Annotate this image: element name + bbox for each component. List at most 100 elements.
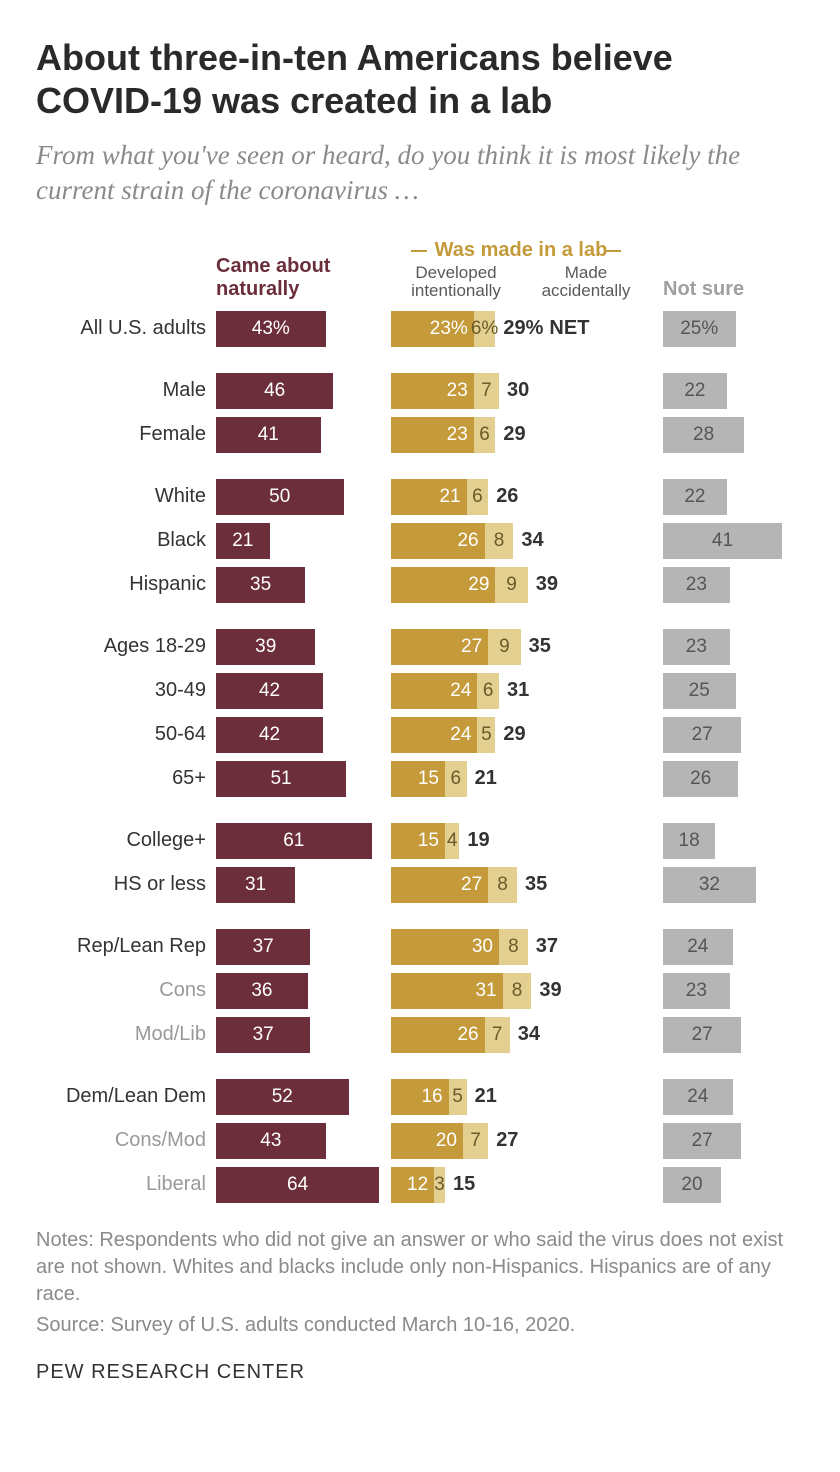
net-value: 39 bbox=[536, 573, 558, 596]
bar-intentional: 15 bbox=[391, 823, 445, 859]
data-row: HS or less312783532 bbox=[36, 863, 804, 907]
bar-intentional: 27 bbox=[391, 867, 488, 903]
header-intentional: Developed intentionally bbox=[394, 264, 519, 301]
row-label: College+ bbox=[36, 829, 216, 852]
data-row: Cons/Mod432072727 bbox=[36, 1119, 804, 1163]
net-value: 30 bbox=[507, 379, 529, 402]
data-row: Dem/Lean Dem521652124 bbox=[36, 1075, 804, 1119]
row-label: Ages 18-29 bbox=[36, 635, 216, 658]
bar-notsure: 20 bbox=[663, 1167, 721, 1203]
bar-accidental: 6 bbox=[445, 761, 467, 797]
bar-accidental: 7 bbox=[474, 373, 499, 409]
data-row: Cons363183923 bbox=[36, 969, 804, 1013]
net-value: 26 bbox=[496, 485, 518, 508]
header-lab-label: Was made in a lab bbox=[435, 239, 608, 261]
bar-accidental: 6 bbox=[474, 417, 496, 453]
row-label: 30-49 bbox=[36, 679, 216, 702]
bar-intentional: 16 bbox=[391, 1079, 449, 1115]
net-value: 21 bbox=[475, 1085, 497, 1108]
header-natural: Came about naturally bbox=[216, 255, 391, 301]
bar-notsure: 32 bbox=[663, 867, 756, 903]
chart-rows: All U.S. adults43%23%6%29%NET25%Male4623… bbox=[36, 307, 804, 1207]
bar-natural: 64 bbox=[216, 1167, 379, 1203]
row-label: Cons bbox=[36, 979, 216, 1002]
bar-intentional: 27 bbox=[391, 629, 488, 665]
header-accidental: Made accidentally bbox=[524, 264, 649, 301]
bar-natural: 41 bbox=[216, 417, 321, 453]
bar-intentional: 26 bbox=[391, 523, 485, 559]
row-label: Mod/Lib bbox=[36, 1023, 216, 1046]
bar-natural: 42 bbox=[216, 717, 323, 753]
data-row: White502162622 bbox=[36, 475, 804, 519]
bar-intentional: 23 bbox=[391, 417, 474, 453]
bar-notsure: 26 bbox=[663, 761, 738, 797]
bar-accidental: 5 bbox=[449, 1079, 467, 1115]
data-row: Mod/Lib372673427 bbox=[36, 1013, 804, 1057]
net-value: 27 bbox=[496, 1129, 518, 1152]
row-label: Cons/Mod bbox=[36, 1129, 216, 1152]
net-value: 19 bbox=[467, 829, 489, 852]
bar-accidental: 9 bbox=[495, 567, 527, 603]
data-row: All U.S. adults43%23%6%29%NET25% bbox=[36, 307, 804, 351]
bar-accidental: 3 bbox=[434, 1167, 445, 1203]
bar-notsure: 24 bbox=[663, 929, 733, 965]
data-row: Ages 18-29392793523 bbox=[36, 625, 804, 669]
bar-intentional: 21 bbox=[391, 479, 467, 515]
net-value: 35 bbox=[525, 873, 547, 896]
chart-source: Source: Survey of U.S. adults conducted … bbox=[36, 1314, 804, 1337]
bar-accidental: 7 bbox=[485, 1017, 510, 1053]
bar-accidental: 8 bbox=[485, 523, 514, 559]
bar-notsure: 27 bbox=[663, 1123, 741, 1159]
bar-natural: 50 bbox=[216, 479, 344, 515]
row-label: Female bbox=[36, 423, 216, 446]
bar-natural: 51 bbox=[216, 761, 346, 797]
data-row: Female412362928 bbox=[36, 413, 804, 457]
net-value: 15 bbox=[453, 1173, 475, 1196]
bar-notsure: 27 bbox=[663, 1017, 741, 1053]
bar-natural: 39 bbox=[216, 629, 315, 665]
bar-intentional: 31 bbox=[391, 973, 503, 1009]
chart-footer: PEW RESEARCH CENTER bbox=[36, 1361, 804, 1384]
data-row: Liberal64 123 15 20 bbox=[36, 1163, 804, 1207]
bar-intentional: 23 bbox=[391, 373, 474, 409]
bar-natural: 61 bbox=[216, 823, 372, 859]
chart-notes: Notes: Respondents who did not give an a… bbox=[36, 1227, 804, 1308]
row-label: Male bbox=[36, 379, 216, 402]
net-value: 34 bbox=[521, 529, 543, 552]
bar-notsure: 22 bbox=[663, 373, 727, 409]
data-row: 30-49422463125 bbox=[36, 669, 804, 713]
data-row: Rep/Lean Rep373083724 bbox=[36, 925, 804, 969]
net-value: 34 bbox=[518, 1023, 540, 1046]
bar-natural: 46 bbox=[216, 373, 333, 409]
chart-subtitle: From what you've seen or heard, do you t… bbox=[36, 138, 804, 208]
bar-notsure: 22 bbox=[663, 479, 727, 515]
column-headers: Came about naturally Was made in a lab D… bbox=[36, 239, 804, 301]
row-label: Liberal bbox=[36, 1173, 216, 1196]
bar-notsure: 23 bbox=[663, 629, 730, 665]
net-value: 37 bbox=[536, 935, 558, 958]
bar-intentional: 12 bbox=[391, 1167, 434, 1203]
bar-natural: 35 bbox=[216, 567, 305, 603]
row-label: HS or less bbox=[36, 873, 216, 896]
bar-accidental: 6 bbox=[477, 673, 499, 709]
bar-natural: 36 bbox=[216, 973, 308, 1009]
bar-intentional: 15 bbox=[391, 761, 445, 797]
bar-notsure: 41 bbox=[663, 523, 782, 559]
data-row: Male46 237 30 22 bbox=[36, 369, 804, 413]
bar-accidental: 8 bbox=[503, 973, 532, 1009]
net-value: 39 bbox=[539, 979, 561, 1002]
bar-natural: 52 bbox=[216, 1079, 349, 1115]
bar-intentional: 30 bbox=[391, 929, 499, 965]
bar-accidental: 8 bbox=[499, 929, 528, 965]
bar-notsure: 27 bbox=[663, 717, 741, 753]
row-label: Rep/Lean Rep bbox=[36, 935, 216, 958]
bar-notsure: 25% bbox=[663, 311, 736, 347]
net-value: 29 bbox=[503, 723, 525, 746]
bar-notsure: 23 bbox=[663, 567, 730, 603]
row-label: 65+ bbox=[36, 767, 216, 790]
net-value: 29 bbox=[503, 423, 525, 446]
bar-notsure: 25 bbox=[663, 673, 736, 709]
data-row: Black212683441 bbox=[36, 519, 804, 563]
net-value: 29%NET bbox=[503, 317, 589, 340]
bar-intentional: 29 bbox=[391, 567, 495, 603]
